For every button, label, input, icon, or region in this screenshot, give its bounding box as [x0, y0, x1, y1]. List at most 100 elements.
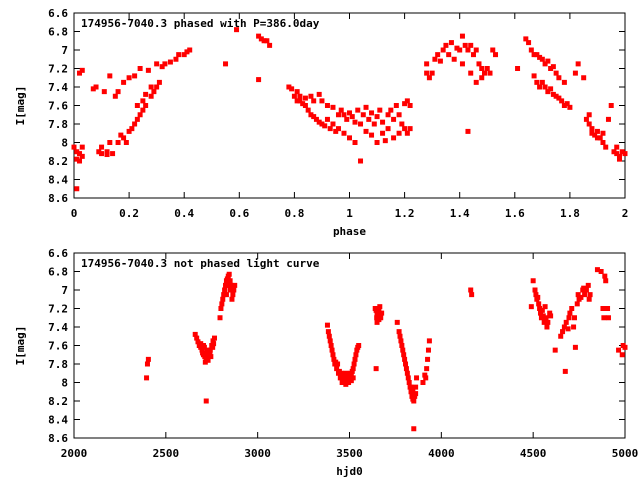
data-point	[586, 121, 592, 127]
data-point	[397, 333, 403, 339]
data-point	[319, 121, 325, 127]
data-point	[407, 126, 413, 132]
data-point	[425, 347, 431, 353]
chart-title: 174956-7040.3 not phased light curve	[81, 257, 320, 270]
data-point	[538, 310, 544, 316]
data-point	[154, 61, 160, 67]
data-point	[71, 144, 77, 150]
data-point	[151, 89, 157, 95]
data-point	[413, 384, 419, 390]
data-point	[154, 84, 160, 90]
data-point	[559, 98, 565, 104]
data-point	[202, 359, 208, 365]
data-point	[218, 306, 224, 311]
data-point	[611, 149, 617, 155]
y-tick-label: 7.2	[48, 63, 68, 76]
data-point	[422, 372, 428, 378]
data-point	[74, 186, 80, 192]
y-tick-label: 7.6	[48, 340, 68, 353]
data-point	[379, 310, 385, 316]
y-tick-label: 8.2	[48, 395, 68, 408]
data-point	[569, 306, 575, 311]
data-point	[409, 393, 415, 399]
data-point	[348, 378, 354, 384]
data-point	[589, 130, 595, 136]
data-point	[454, 45, 460, 51]
data-point	[256, 77, 262, 83]
data-point	[566, 315, 572, 321]
data-point	[545, 89, 551, 95]
data-point	[581, 75, 587, 81]
data-point	[391, 135, 397, 141]
data-point	[547, 310, 553, 316]
y-tick-label: 8	[61, 137, 68, 150]
data-point	[616, 153, 622, 159]
data-point	[459, 33, 465, 39]
data-point	[404, 98, 410, 104]
data-point	[329, 347, 335, 353]
data-point	[589, 126, 595, 132]
data-point	[234, 27, 240, 33]
data-point	[324, 322, 330, 328]
data-point	[402, 356, 408, 362]
data-point	[515, 66, 521, 71]
data-point	[605, 306, 611, 311]
y-axis-label: I[mag]	[14, 326, 27, 366]
data-point	[385, 112, 391, 118]
data-point	[476, 61, 482, 67]
data-point	[173, 56, 179, 62]
data-point	[194, 335, 200, 341]
data-point	[468, 287, 474, 293]
data-point	[322, 123, 328, 129]
data-point	[349, 114, 355, 120]
data-point	[347, 110, 352, 116]
data-point	[594, 128, 600, 134]
data-point	[548, 86, 554, 92]
data-point	[603, 278, 609, 284]
data-point	[134, 116, 140, 122]
data-point	[176, 52, 182, 58]
data-point	[440, 47, 446, 53]
data-point	[459, 61, 465, 67]
data-point	[526, 40, 532, 46]
data-point	[352, 119, 358, 125]
data-point	[572, 344, 578, 350]
data-point	[406, 380, 412, 385]
data-point	[200, 343, 206, 348]
data-point	[493, 52, 499, 58]
data-point	[602, 273, 608, 279]
data-point	[90, 86, 96, 92]
data-point	[537, 84, 543, 90]
x-tick-label: 3500	[336, 447, 363, 460]
data-point	[388, 107, 394, 113]
data-point	[574, 301, 580, 307]
data-point	[353, 352, 359, 358]
data-point	[224, 276, 230, 282]
data-point	[219, 301, 225, 307]
data-point	[374, 140, 380, 145]
data-point	[264, 38, 270, 44]
y-tick-label: 8.4	[48, 414, 68, 427]
data-point	[294, 89, 300, 95]
data-point	[144, 375, 150, 381]
data-point	[534, 52, 540, 58]
data-point	[311, 114, 317, 120]
data-point	[592, 132, 598, 138]
data-point	[443, 42, 449, 48]
data-point	[195, 339, 201, 345]
data-point	[398, 338, 404, 344]
data-point	[614, 151, 620, 157]
data-point	[126, 128, 132, 134]
x-tick-label: 5000	[612, 447, 639, 460]
data-point	[137, 66, 143, 71]
data-point	[316, 91, 322, 97]
data-point	[198, 341, 204, 347]
data-point	[115, 140, 121, 145]
data-point	[346, 372, 352, 378]
data-point	[601, 315, 607, 321]
data-point	[291, 93, 297, 99]
data-point	[603, 144, 609, 150]
y-tick-label: 7.8	[48, 118, 68, 131]
data-point	[465, 128, 471, 134]
data-point	[451, 56, 457, 62]
